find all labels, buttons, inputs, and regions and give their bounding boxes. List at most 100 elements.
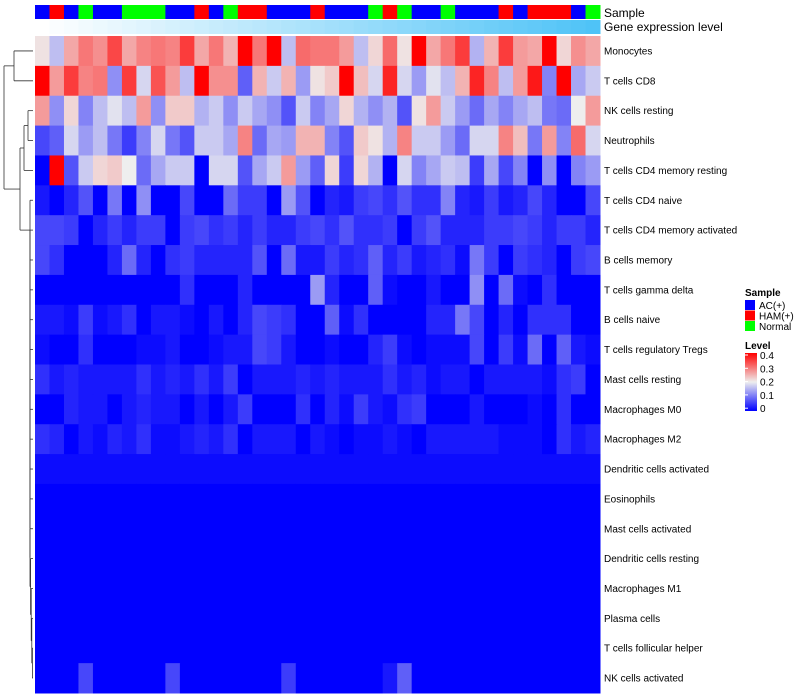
heatmap-cell bbox=[324, 513, 340, 545]
row-label: Plasma cells bbox=[604, 614, 660, 625]
heatmap-cell bbox=[426, 185, 442, 216]
heatmap-cell bbox=[107, 483, 123, 515]
heatmap-cell bbox=[527, 215, 543, 246]
heatmap-cell bbox=[136, 95, 152, 127]
heatmap-cell bbox=[121, 304, 137, 336]
heatmap-cell bbox=[310, 215, 326, 246]
heatmap-cell bbox=[368, 364, 384, 395]
heatmap-cell bbox=[527, 454, 543, 485]
heatmap-cell bbox=[440, 274, 456, 306]
heatmap-cell bbox=[397, 663, 413, 694]
heatmap-cell bbox=[310, 663, 326, 694]
heatmap-cell bbox=[121, 394, 137, 425]
gene-annotation-cell bbox=[339, 20, 355, 34]
heatmap-cell bbox=[440, 454, 456, 485]
heatmap-cell bbox=[469, 185, 485, 216]
heatmap-cell bbox=[92, 215, 108, 246]
gene-annotation-cell bbox=[353, 20, 369, 34]
heatmap-cell bbox=[121, 155, 137, 186]
heatmap-cell bbox=[556, 36, 572, 67]
heatmap-cell bbox=[295, 65, 311, 97]
heatmap-cell bbox=[78, 215, 94, 246]
heatmap-cell bbox=[208, 155, 224, 186]
sample-annotation-cell bbox=[542, 5, 558, 19]
heatmap-cell bbox=[63, 394, 79, 425]
heatmap-cell bbox=[63, 65, 79, 97]
heatmap-cell bbox=[49, 424, 65, 455]
heatmap-cell bbox=[179, 633, 195, 664]
heatmap-cell bbox=[179, 185, 195, 216]
heatmap-cell bbox=[455, 304, 471, 336]
heatmap-cell bbox=[368, 483, 384, 515]
heatmap-cell bbox=[469, 36, 485, 67]
heatmap-cell bbox=[223, 663, 239, 694]
heatmap-cell bbox=[324, 65, 340, 97]
heatmap-cell bbox=[411, 394, 427, 425]
heatmap-cell bbox=[571, 603, 587, 634]
heatmap-cell bbox=[92, 394, 108, 425]
heatmap-cell bbox=[382, 543, 398, 575]
heatmap-cell bbox=[513, 364, 529, 395]
gene-annotation-cell bbox=[513, 20, 529, 34]
heatmap-cell bbox=[223, 65, 239, 97]
heatmap-cell bbox=[92, 603, 108, 634]
heatmap-cell bbox=[150, 245, 166, 276]
heatmap-cell bbox=[498, 65, 514, 97]
heatmap-cell bbox=[295, 633, 311, 664]
heatmap-cell bbox=[150, 483, 166, 515]
heatmap-cell bbox=[542, 215, 558, 246]
heatmap-cell bbox=[484, 663, 500, 694]
heatmap-cell bbox=[556, 543, 572, 575]
heatmap-cell bbox=[223, 633, 239, 664]
heatmap-cell bbox=[484, 543, 500, 575]
gene-annotation-cell bbox=[426, 20, 442, 34]
heatmap-cell bbox=[208, 483, 224, 515]
heatmap-cell bbox=[513, 483, 529, 515]
heatmap-cell bbox=[368, 274, 384, 306]
heatmap-cell bbox=[484, 633, 500, 664]
heatmap-cell bbox=[353, 215, 369, 246]
heatmap-cell bbox=[150, 394, 166, 425]
heatmap-cell bbox=[107, 95, 123, 127]
heatmap-cell bbox=[237, 513, 253, 545]
heatmap-cell bbox=[237, 603, 253, 634]
heatmap-cell bbox=[455, 633, 471, 664]
heatmap-cell bbox=[179, 454, 195, 485]
gene-annotation-cell bbox=[63, 20, 79, 34]
heatmap-cell bbox=[208, 36, 224, 67]
heatmap-cell bbox=[585, 603, 601, 634]
heatmap-cell bbox=[223, 603, 239, 634]
heatmap-cell bbox=[426, 603, 442, 634]
heatmap-cell bbox=[353, 424, 369, 455]
heatmap-cell bbox=[498, 573, 514, 604]
heatmap-cell bbox=[35, 424, 50, 455]
heatmap-cell bbox=[585, 543, 601, 575]
row-labels: Monocytes T cells CD8 NK cells resting Neut… bbox=[604, 46, 737, 684]
heatmap-cell bbox=[237, 424, 253, 455]
heatmap-cell bbox=[208, 394, 224, 425]
heatmap-cell bbox=[63, 424, 79, 455]
heatmap-cell bbox=[324, 394, 340, 425]
heatmap-cell bbox=[252, 125, 268, 156]
heatmap-cell bbox=[295, 663, 311, 694]
heatmap-cell bbox=[194, 334, 210, 365]
heatmap-cell bbox=[339, 125, 355, 156]
heatmap-cell bbox=[281, 125, 297, 156]
heatmap-cell bbox=[179, 304, 195, 336]
heatmap-cell bbox=[92, 483, 108, 515]
heatmap-cell bbox=[513, 274, 529, 306]
heatmap-cell bbox=[368, 334, 384, 365]
heatmap-cell bbox=[281, 274, 297, 306]
heatmap-cell bbox=[165, 185, 181, 216]
heatmap-cell bbox=[411, 633, 427, 664]
heatmap-cell bbox=[339, 215, 355, 246]
heatmap-cell bbox=[266, 454, 282, 485]
heatmap-cell bbox=[223, 513, 239, 545]
heatmap-cell bbox=[585, 65, 601, 97]
heatmap-cell bbox=[353, 633, 369, 664]
heatmap-cell bbox=[165, 95, 181, 127]
legend-swatch bbox=[745, 321, 755, 331]
heatmap-cell bbox=[542, 454, 558, 485]
heatmap-cell bbox=[426, 663, 442, 694]
heatmap-cell bbox=[426, 394, 442, 425]
